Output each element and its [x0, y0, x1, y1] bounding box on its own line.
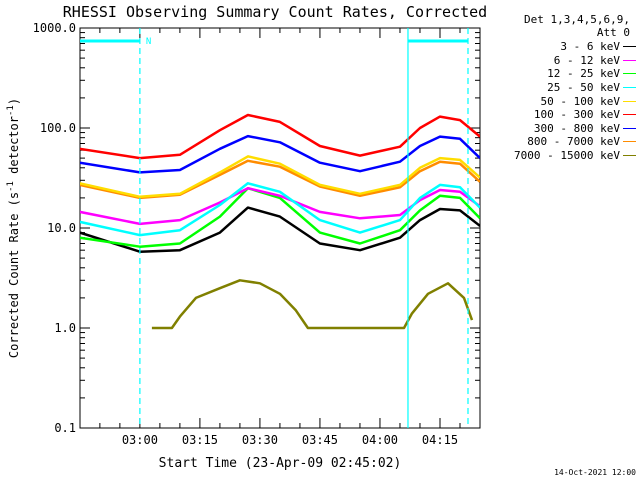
legend-item-swatch [623, 114, 636, 116]
legend-item: 6 - 12 keV [476, 54, 636, 68]
legend-item: 3 - 6 keV [476, 40, 636, 54]
legend-item: 12 - 25 keV [476, 67, 636, 81]
legend: 3 - 6 keV 6 - 12 keV 12 - 25 keV 25 - 50 ke… [476, 40, 636, 162]
x-tick-label: 04:00 [362, 433, 398, 447]
legend-item: 25 - 50 keV [476, 81, 636, 95]
marker-layer: N [80, 28, 469, 428]
x-tick-label: 03:15 [182, 433, 218, 447]
y-axis-label-sup1: -1 [6, 181, 16, 192]
legend-item-swatch [623, 87, 636, 89]
legend-item-label: 50 - 100 keV [540, 94, 620, 108]
y-axis-label-end: ) [7, 98, 21, 105]
y-axis-label-sup2: -1 [6, 105, 16, 116]
series-line [151, 279, 474, 330]
legend-item-swatch [623, 59, 636, 61]
legend-header-line: Att 0 [596, 26, 630, 39]
chart-title: RHESSI Observing Summary Count Rates, Co… [63, 3, 487, 21]
series-line [80, 155, 480, 199]
legend-item-swatch [623, 127, 636, 129]
legend-item-label: 3 - 6 keV [560, 40, 620, 54]
legend-item-swatch [623, 46, 636, 48]
timestamp: 14-Oct-2021 12:00 [554, 468, 636, 477]
legend-item-label: 7000 - 15000 keV [514, 149, 620, 163]
y-axis-label-mid: detector [7, 116, 21, 181]
series-line [80, 186, 480, 248]
legend-item: 300 - 800 keV [476, 122, 636, 136]
y-tick-label: 0.1 [54, 421, 76, 435]
x-tick-label: 03:45 [302, 433, 338, 447]
legend-item: 100 - 300 keV [476, 108, 636, 122]
legend-item-label: 12 - 25 keV [547, 67, 620, 81]
series-line [80, 134, 480, 174]
legend-item: 50 - 100 keV [476, 94, 636, 108]
legend-item-label: 6 - 12 keV [553, 53, 620, 67]
legend-item-label: 25 - 50 keV [547, 81, 620, 95]
n-label: N [146, 37, 151, 47]
legend-item-label: 800 - 7000 keV [527, 135, 620, 149]
legend-item-swatch [623, 141, 636, 143]
legend-item-swatch [623, 100, 636, 102]
y-axis-label-main: Corrected Count Rate (s [7, 192, 21, 358]
x-tick-label: 03:30 [242, 433, 278, 447]
series-layer [80, 113, 480, 330]
series-line [80, 206, 480, 253]
legend-header: Det 1,3,4,5,6,9, Att 0 [490, 13, 630, 39]
series-line [80, 182, 480, 237]
axes-layer: 0.1 1.0 10.0 100.0 1000.0 03:00 03:15 03:30 03:4… [33, 21, 481, 447]
legend-item-swatch [623, 73, 636, 75]
legend-item-label: 100 - 300 keV [533, 108, 620, 122]
x-tick-label: 03:00 [122, 433, 158, 447]
legend-item: 800 - 7000 keV [476, 135, 636, 149]
y-axis-label: Corrected Count Rate (s-1 detector-1) [6, 98, 21, 358]
legend-header-line: Det 1,3,4,5,6,9, [524, 13, 630, 26]
x-tick-label: 04:15 [422, 433, 458, 447]
legend-item: 7000 - 15000 keV [476, 149, 636, 163]
legend-item-label: 300 - 800 keV [533, 121, 620, 135]
y-tick-label: 1.0 [54, 321, 76, 335]
x-axis-label: Start Time (23-Apr-09 02:45:02) [159, 456, 402, 471]
series-line [80, 113, 480, 160]
series-line [80, 186, 480, 226]
legend-item-swatch [623, 155, 636, 157]
y-tick-label: 1000.0 [33, 21, 76, 35]
y-tick-label: 100.0 [40, 121, 76, 135]
y-tick-label: 10.0 [47, 221, 76, 235]
